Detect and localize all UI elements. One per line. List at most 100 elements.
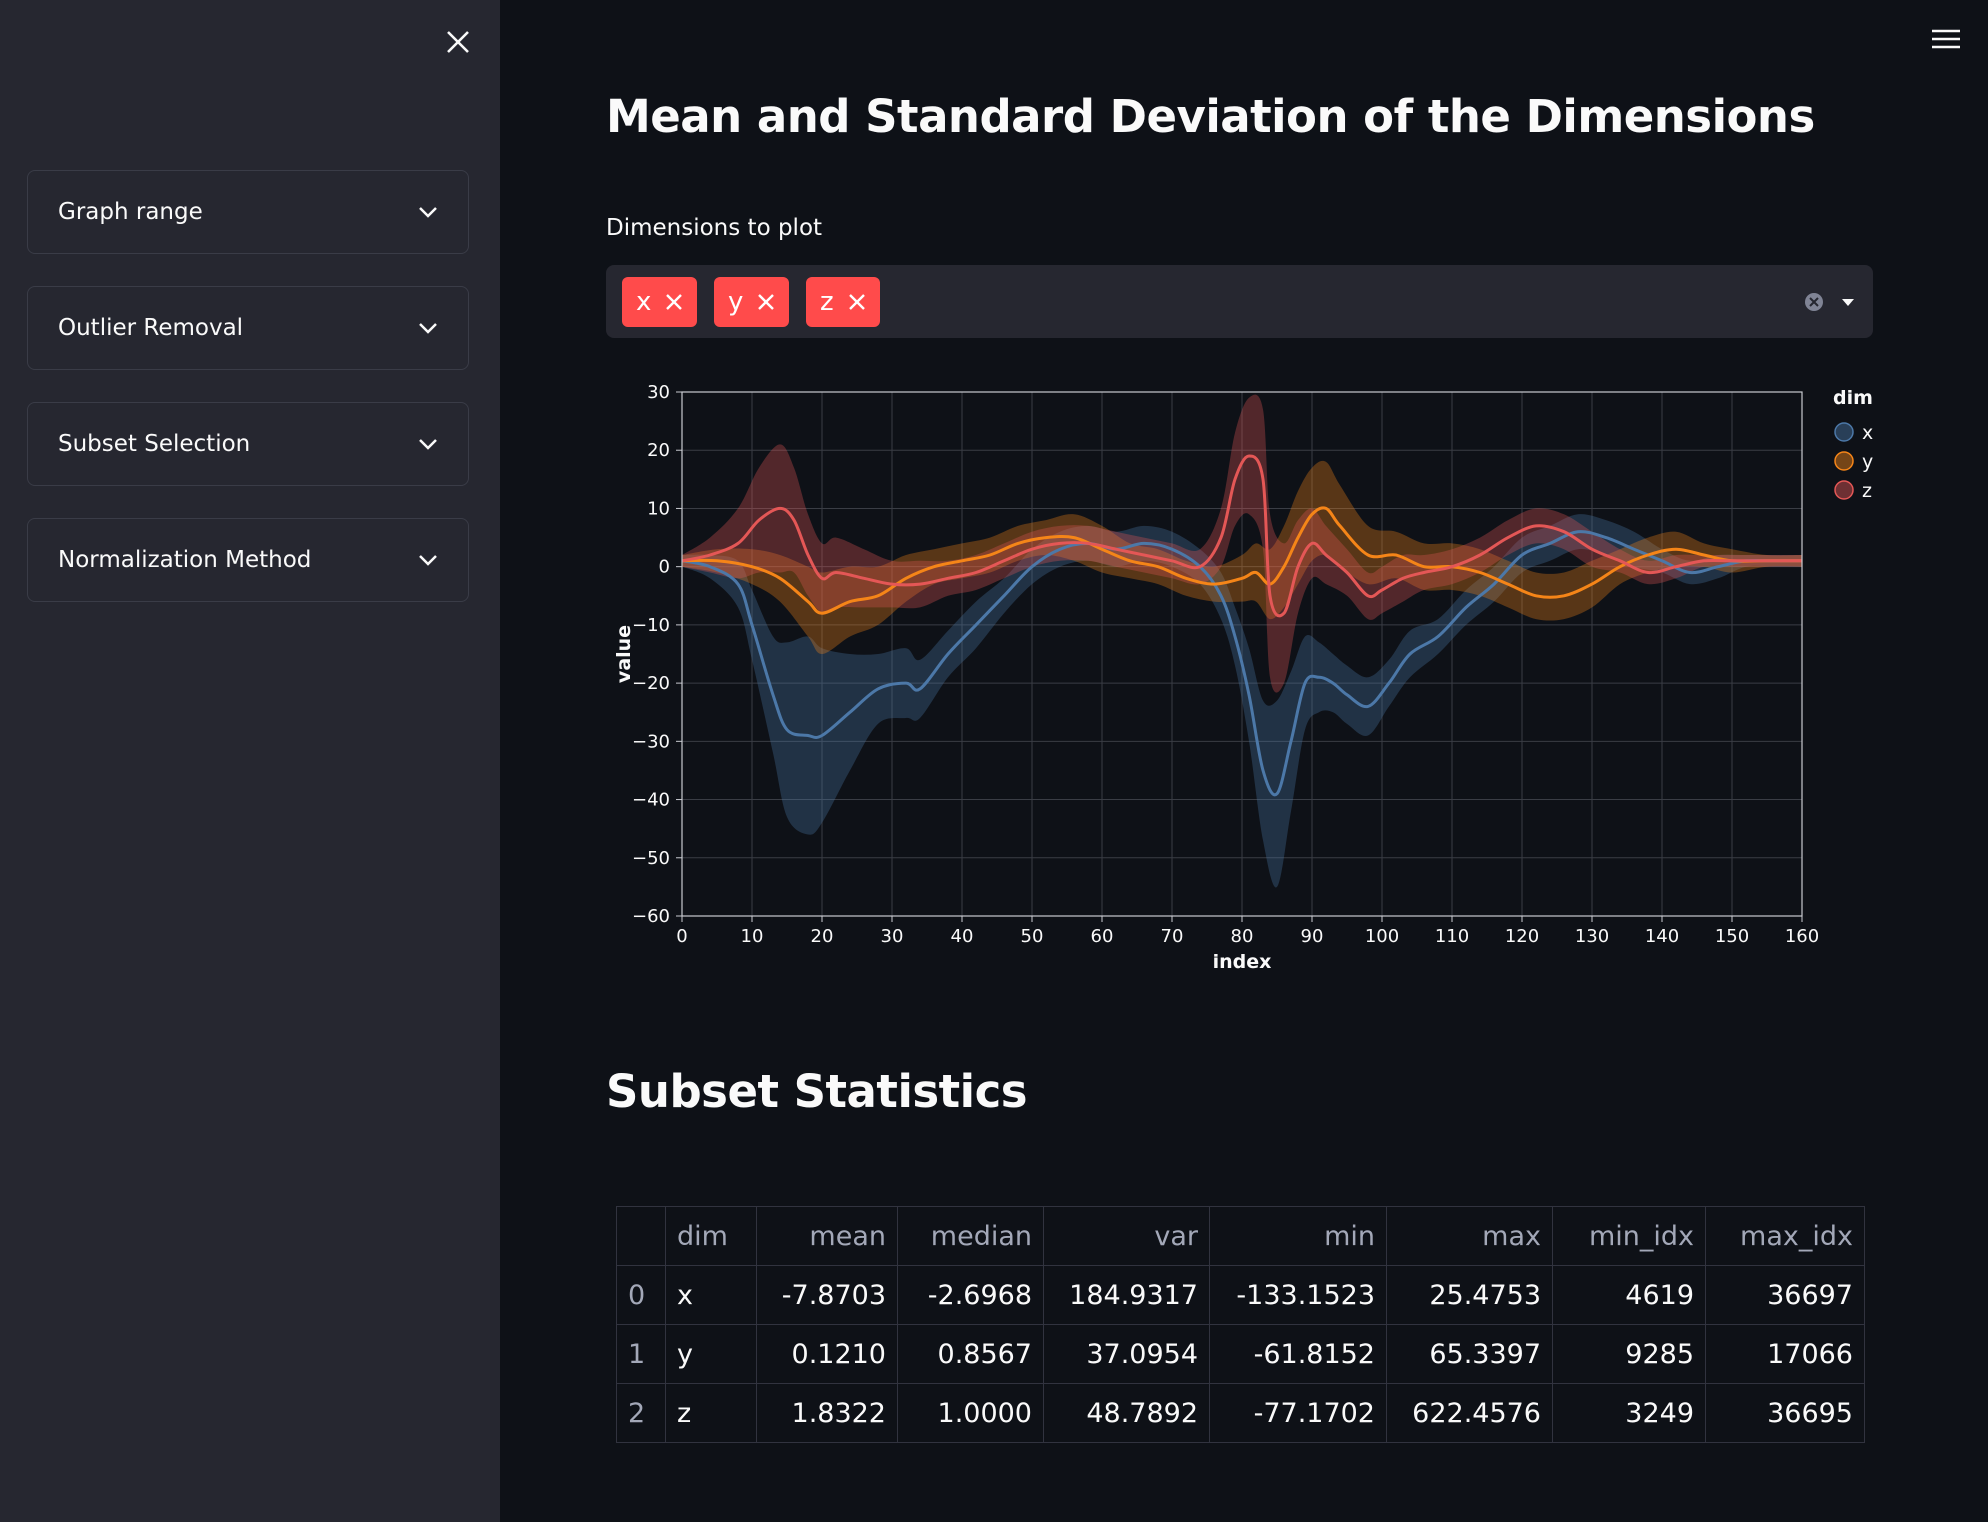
legend-title: dim <box>1833 387 1873 409</box>
column-header-mean[interactable]: mean <box>756 1206 898 1266</box>
x-tick-label: 50 <box>1021 926 1044 947</box>
column-header-index[interactable] <box>616 1206 666 1266</box>
y-tick-label: −10 <box>632 615 670 636</box>
y-tick-label: −50 <box>632 848 670 869</box>
x-tick-label: 30 <box>881 926 904 947</box>
y-tick-label: 30 <box>647 382 670 403</box>
cell-median: 0.8567 <box>897 1324 1044 1384</box>
cell-min-idx: 4619 <box>1552 1265 1706 1325</box>
cell-dim: x <box>665 1265 757 1325</box>
mean-line-x <box>681 530 1802 797</box>
x-tick-label: 160 <box>1785 926 1819 947</box>
cell-min-idx: 9285 <box>1552 1324 1706 1384</box>
sidebar: Graph range Outlier Removal Subset Selec… <box>0 0 500 1522</box>
cell-max-idx: 36697 <box>1705 1265 1865 1325</box>
legend-label-z[interactable]: z <box>1862 480 1872 502</box>
table-header-row: dim mean median var min max min_idx max_… <box>616 1206 1865 1266</box>
sd-band-y <box>682 460 1802 654</box>
close-icon <box>447 31 469 53</box>
hamburger-menu-icon <box>1932 29 1960 49</box>
x-axis-title: index <box>1213 951 1272 973</box>
chevron-down-icon <box>419 207 437 218</box>
cell-dim: z <box>665 1383 757 1443</box>
cell-var: 37.0954 <box>1043 1324 1210 1384</box>
column-header-var[interactable]: var <box>1043 1206 1210 1266</box>
tag-label: x <box>636 287 652 317</box>
y-tick-label: −20 <box>632 673 670 694</box>
y-tick-label: −30 <box>632 731 670 752</box>
expander-outlier-removal[interactable]: Outlier Removal <box>27 286 469 370</box>
row-index: 1 <box>616 1324 666 1384</box>
remove-tag-icon[interactable] <box>848 293 866 311</box>
tag-x[interactable]: x <box>622 277 698 327</box>
cell-median: 1.0000 <box>897 1383 1044 1443</box>
main-menu-button[interactable] <box>1926 24 1966 54</box>
x-tick-label: 90 <box>1301 926 1324 947</box>
cell-max: 622.4576 <box>1386 1383 1553 1443</box>
clear-all-icon[interactable] <box>1803 291 1825 313</box>
cell-var: 48.7892 <box>1043 1383 1210 1443</box>
column-header-min[interactable]: min <box>1209 1206 1387 1266</box>
cell-min: -133.1523 <box>1209 1265 1387 1325</box>
cell-max-idx: 17066 <box>1705 1324 1865 1384</box>
expander-label: Outlier Removal <box>58 315 244 341</box>
y-tick-label: 20 <box>647 440 670 461</box>
row-index: 2 <box>616 1383 666 1443</box>
column-header-dim[interactable]: dim <box>665 1206 757 1266</box>
legend-swatch-x[interactable] <box>1834 422 1854 442</box>
x-tick-label: 10 <box>741 926 764 947</box>
expander-normalization-method[interactable]: Normalization Method <box>27 518 469 602</box>
column-header-min-idx[interactable]: min_idx <box>1552 1206 1706 1266</box>
expander-graph-range[interactable]: Graph range <box>27 170 469 254</box>
legend-label-x[interactable]: x <box>1862 422 1873 444</box>
y-tick-label: −60 <box>632 906 670 927</box>
legend-swatch-y[interactable] <box>1834 451 1854 471</box>
column-header-max-idx[interactable]: max_idx <box>1705 1206 1865 1266</box>
y-tick-label: 0 <box>659 557 670 578</box>
sd-band-z <box>682 394 1802 693</box>
expander-subset-selection[interactable]: Subset Selection <box>27 402 469 486</box>
mean-sd-chart: 0 10 20 30 40 50 60 70 80 90 100 110 120 130 140 150 160… <box>600 370 1900 990</box>
cell-max: 25.4753 <box>1386 1265 1553 1325</box>
section-title-subset-statistics: Subset Statistics <box>606 1065 1028 1118</box>
sd-band-x <box>682 514 1802 888</box>
tag-y[interactable]: y <box>714 277 790 327</box>
legend-swatch-z[interactable] <box>1834 480 1854 500</box>
column-header-max[interactable]: max <box>1386 1206 1553 1266</box>
tag-label: z <box>820 287 834 317</box>
cell-min-idx: 3249 <box>1552 1383 1706 1443</box>
mean-line-z <box>681 454 1802 618</box>
chevron-down-icon <box>419 323 437 334</box>
cell-dim: y <box>665 1324 757 1384</box>
x-tick-label: 20 <box>811 926 834 947</box>
x-tick-label: 150 <box>1715 926 1749 947</box>
dropdown-caret-icon[interactable] <box>1839 295 1857 309</box>
y-axis-title: value <box>613 625 635 683</box>
expander-label: Normalization Method <box>58 547 312 573</box>
dimensions-multiselect[interactable]: x y z <box>606 265 1873 338</box>
cell-mean: 1.8322 <box>756 1383 898 1443</box>
expander-label: Graph range <box>58 199 203 225</box>
cell-mean: -7.8703 <box>756 1265 898 1325</box>
x-tick-label: 0 <box>676 926 687 947</box>
chevron-down-icon <box>419 439 437 450</box>
tag-z[interactable]: z <box>806 277 880 327</box>
x-tick-label: 130 <box>1575 926 1609 947</box>
column-header-median[interactable]: median <box>897 1206 1044 1266</box>
cell-var: 184.9317 <box>1043 1265 1210 1325</box>
x-tick-label: 120 <box>1505 926 1539 947</box>
legend-label-y[interactable]: y <box>1862 451 1873 473</box>
remove-tag-icon[interactable] <box>665 293 683 311</box>
dimensions-label: Dimensions to plot <box>606 215 823 241</box>
x-tick-label: 60 <box>1091 926 1114 947</box>
remove-tag-icon[interactable] <box>757 293 775 311</box>
table-row: 0 x -7.8703 -2.6968 184.9317 -133.1523 2… <box>616 1265 1865 1325</box>
cell-min: -77.1702 <box>1209 1383 1387 1443</box>
close-sidebar-button[interactable] <box>440 24 476 60</box>
table-row: 2 z 1.8322 1.0000 48.7892 -77.1702 622.4… <box>616 1383 1865 1443</box>
x-tick-label: 100 <box>1365 926 1399 947</box>
table-row: 1 y 0.1210 0.8567 37.0954 -61.8152 65.33… <box>616 1324 1865 1384</box>
cell-min: -61.8152 <box>1209 1324 1387 1384</box>
expander-label: Subset Selection <box>58 431 251 457</box>
x-tick-label: 40 <box>951 926 974 947</box>
